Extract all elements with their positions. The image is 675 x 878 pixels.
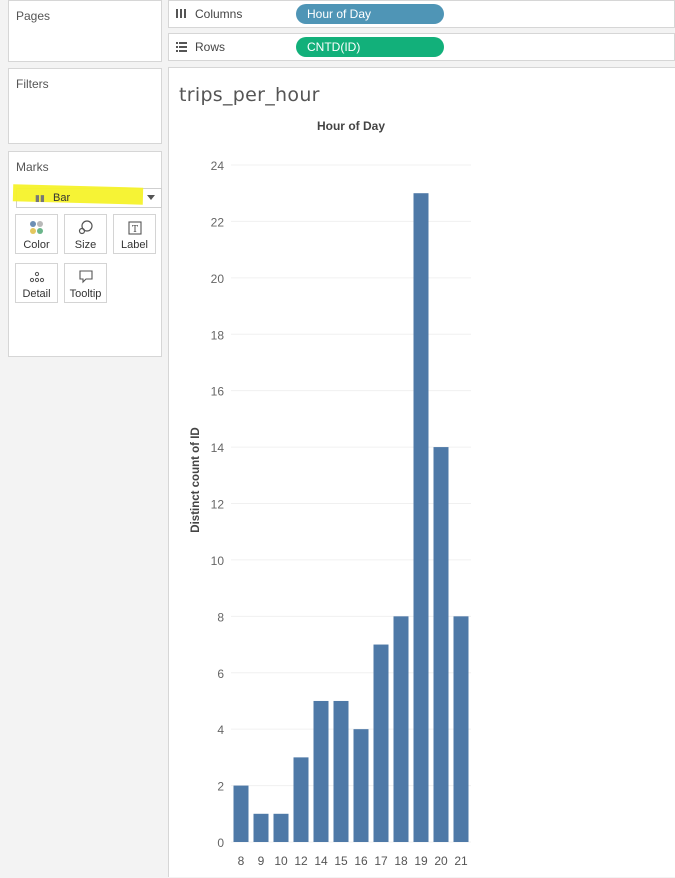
x-tick-label: 19 xyxy=(414,854,428,868)
mark-type-label: Bar xyxy=(53,192,71,204)
tooltip-label: Tooltip xyxy=(69,288,102,300)
y-axis-title: Distinct count of ID xyxy=(190,427,202,532)
bar xyxy=(413,193,429,842)
cntd-id-pill[interactable]: CNTD(ID) xyxy=(296,37,444,57)
y-tick-label: 18 xyxy=(211,328,225,342)
sheet-title: trips_per_hour xyxy=(179,84,320,106)
pages-title: Pages xyxy=(16,9,51,23)
size-icon xyxy=(65,220,106,235)
y-tick-label: 12 xyxy=(211,498,225,512)
detail-label: Detail xyxy=(22,288,51,300)
color-label: Color xyxy=(23,239,50,251)
rows-label: Rows xyxy=(195,40,226,54)
bar xyxy=(313,700,329,842)
bar xyxy=(273,813,289,842)
y-tick-label: 8 xyxy=(217,610,224,624)
bar xyxy=(453,616,469,842)
yellow-highlight xyxy=(12,184,144,205)
columns-shelf[interactable]: Columns Hour of Day xyxy=(168,0,675,28)
bar-chart-icon: ▮▮ xyxy=(35,193,45,203)
size-label: Size xyxy=(74,239,97,251)
label-label: Label xyxy=(121,239,148,251)
x-tick-label: 9 xyxy=(258,854,265,868)
x-tick-label: 14 xyxy=(314,854,328,868)
chevron-down-icon xyxy=(147,195,155,200)
y-tick-label: 14 xyxy=(211,441,225,455)
rows-shelf-label: Rows xyxy=(175,40,225,54)
y-tick-label: 16 xyxy=(211,385,225,399)
hour-of-day-pill[interactable]: Hour of Day xyxy=(296,4,444,24)
bar xyxy=(253,813,269,842)
filters-card[interactable]: Filters xyxy=(8,68,162,144)
y-tick-label: 22 xyxy=(211,215,225,229)
y-tick-label: 20 xyxy=(211,272,225,286)
detail-button[interactable]: Detail xyxy=(15,263,58,303)
columns-label: Columns xyxy=(195,7,243,21)
x-tick-label: 17 xyxy=(374,854,388,868)
sheet-view[interactable]: trips_per_hour 0 2 4 6 8 10 12 14 16 18 20 22 24 Hour… xyxy=(168,67,675,877)
marks-title: Marks xyxy=(16,160,49,174)
x-tick-label: 10 xyxy=(274,854,288,868)
y-tick-label: 10 xyxy=(211,554,225,568)
y-tick-label: 24 xyxy=(211,159,225,173)
x-tick-label: 8 xyxy=(238,854,245,868)
bar xyxy=(293,757,309,842)
x-tick-label: 20 xyxy=(434,854,448,868)
x-tick-label: 18 xyxy=(394,854,408,868)
label-button[interactable]: T Label xyxy=(113,214,156,254)
tooltip-button[interactable]: Tooltip xyxy=(64,263,107,303)
columns-shelf-label: Columns xyxy=(175,7,242,21)
marks-card: Marks ▮▮ Bar Color Size T xyxy=(8,151,162,357)
detail-icon xyxy=(16,269,57,284)
pages-card[interactable]: Pages xyxy=(8,0,162,62)
y-tick-label: 2 xyxy=(217,780,224,794)
x-tick-label: 15 xyxy=(334,854,348,868)
label-icon: T xyxy=(114,220,155,235)
color-button[interactable]: Color xyxy=(15,214,58,254)
color-icon xyxy=(16,220,57,235)
columns-icon xyxy=(175,8,189,20)
bar xyxy=(433,447,449,842)
bar xyxy=(233,785,249,842)
svg-text:T: T xyxy=(131,225,137,235)
filters-title: Filters xyxy=(16,77,49,91)
y-tick-label: 6 xyxy=(217,667,224,681)
x-tick-label: 21 xyxy=(454,854,468,868)
tooltip-icon xyxy=(65,269,106,284)
size-button[interactable]: Size xyxy=(64,214,107,254)
bar xyxy=(373,644,389,842)
bar xyxy=(393,616,409,842)
rows-shelf[interactable]: Rows CNTD(ID) xyxy=(168,33,675,61)
mark-type-dropdown[interactable]: ▮▮ Bar xyxy=(12,184,162,208)
bar xyxy=(333,700,349,842)
x-tick-label: 12 xyxy=(294,854,308,868)
bar xyxy=(353,729,369,842)
x-axis-title: Hour of Day xyxy=(317,119,385,133)
rows-icon xyxy=(175,41,189,53)
y-tick-label: 0 xyxy=(217,836,224,850)
x-tick-label: 16 xyxy=(354,854,368,868)
y-tick-label: 4 xyxy=(217,723,224,737)
